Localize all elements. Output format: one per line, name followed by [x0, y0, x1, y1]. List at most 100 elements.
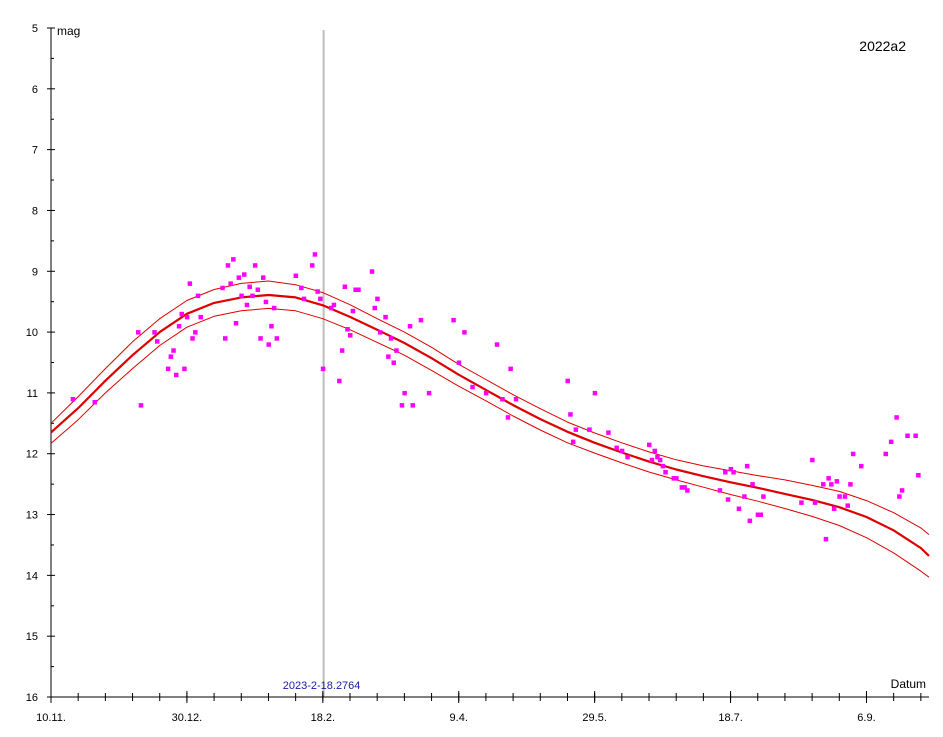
- data-point: [888, 439, 894, 445]
- data-point: [725, 497, 731, 502]
- data-point: [614, 445, 619, 451]
- y-tick-label: 12: [26, 449, 38, 461]
- data-point: [829, 482, 834, 487]
- data-point: [483, 390, 489, 396]
- data-point: [897, 494, 902, 499]
- data-point: [244, 302, 250, 308]
- data-point: [236, 275, 242, 280]
- y-tick-label: 6: [32, 84, 38, 96]
- data-point: [592, 390, 598, 396]
- data-point: [198, 314, 203, 320]
- data-point: [655, 454, 660, 460]
- data-point: [456, 360, 462, 365]
- data-point: [388, 336, 394, 341]
- y-tick-label: 15: [26, 631, 38, 643]
- data-point: [717, 488, 723, 493]
- data-point: [736, 506, 742, 511]
- data-point: [375, 296, 380, 302]
- data-point: [394, 348, 399, 353]
- data-point: [339, 348, 345, 353]
- x-axis-label: Datum: [891, 677, 926, 691]
- data-point: [505, 415, 511, 420]
- data-point: [823, 536, 829, 542]
- data-point: [342, 284, 348, 289]
- data-point: [657, 457, 663, 463]
- data-point: [399, 403, 405, 408]
- data-point: [92, 400, 97, 405]
- data-point: [337, 378, 342, 384]
- data-point: [228, 281, 233, 286]
- data-point: [223, 336, 228, 341]
- data-point: [274, 336, 280, 341]
- data-point: [301, 296, 307, 302]
- data-point: [263, 299, 269, 305]
- data-point: [410, 403, 415, 408]
- data-point: [682, 485, 687, 490]
- data-point: [239, 293, 244, 299]
- data-point: [271, 305, 277, 311]
- data-point: [247, 284, 252, 289]
- data-point: [258, 336, 263, 341]
- data-point: [750, 482, 755, 487]
- y-tick-label: 9: [32, 266, 38, 278]
- data-point: [152, 330, 157, 335]
- data-point: [647, 442, 652, 448]
- data-point: [310, 263, 315, 268]
- data-point: [568, 412, 573, 417]
- data-point: [500, 397, 505, 402]
- x-tick-label: 30.12.: [172, 712, 203, 724]
- marker-layer: 2023-2-18.2764: [283, 30, 360, 697]
- data-point: [663, 470, 668, 475]
- data-point: [168, 354, 174, 359]
- y-ticks: 5 6 7 8 9 10 11 12 13 14 15 16: [26, 23, 55, 704]
- data-point: [842, 494, 848, 499]
- x-tick-label: 10.11.: [36, 712, 66, 724]
- data-point: [350, 308, 356, 314]
- data-point: [269, 324, 274, 329]
- data-point: [859, 463, 864, 469]
- data-point: [685, 488, 690, 493]
- chart-title: 2022a2: [859, 38, 906, 54]
- fit-upper-curve: [50, 280, 930, 535]
- data-point: [225, 263, 231, 268]
- data-point: [383, 314, 388, 320]
- data-point: [812, 500, 818, 505]
- data-point: [848, 482, 853, 487]
- data-point: [826, 476, 831, 481]
- x-ticks: 10.11. 30.12. 18.2. 9.4. 29.5. 18.7. 6.9.: [36, 691, 922, 724]
- data-point: [462, 330, 467, 335]
- data-point: [619, 448, 625, 454]
- axes: 5 6 7 8 9 10 11 12 13 14 15 16 10.11. 30.12. 18.2. 9.4…: [26, 23, 929, 724]
- data-point: [312, 252, 318, 257]
- data-point: [799, 500, 804, 505]
- y-tick-label: 13: [26, 510, 38, 522]
- data-point: [165, 366, 171, 372]
- data-point: [242, 272, 247, 277]
- data-point: [573, 427, 579, 432]
- data-point: [299, 285, 304, 291]
- data-point: [834, 479, 840, 484]
- data-point: [261, 275, 266, 280]
- data-point: [233, 321, 239, 326]
- data-point: [184, 314, 190, 320]
- data-point: [266, 342, 271, 347]
- data-point: [174, 372, 179, 378]
- data-point: [402, 390, 407, 396]
- data-point: [353, 287, 358, 292]
- data-point: [348, 333, 353, 338]
- data-point: [331, 302, 337, 308]
- data-point: [731, 470, 736, 475]
- data-point: [821, 482, 826, 487]
- data-point: [831, 506, 837, 511]
- data-point: [761, 494, 766, 499]
- data-point: [810, 457, 815, 463]
- data-point: [293, 273, 299, 278]
- data-point: [513, 397, 519, 402]
- x-tick-label: 9.4.: [450, 712, 468, 724]
- data-point: [565, 378, 570, 384]
- data-point: [916, 473, 921, 478]
- x-tick-label: 18.2.: [311, 712, 335, 724]
- data-point: [747, 518, 753, 524]
- data-point: [176, 324, 182, 329]
